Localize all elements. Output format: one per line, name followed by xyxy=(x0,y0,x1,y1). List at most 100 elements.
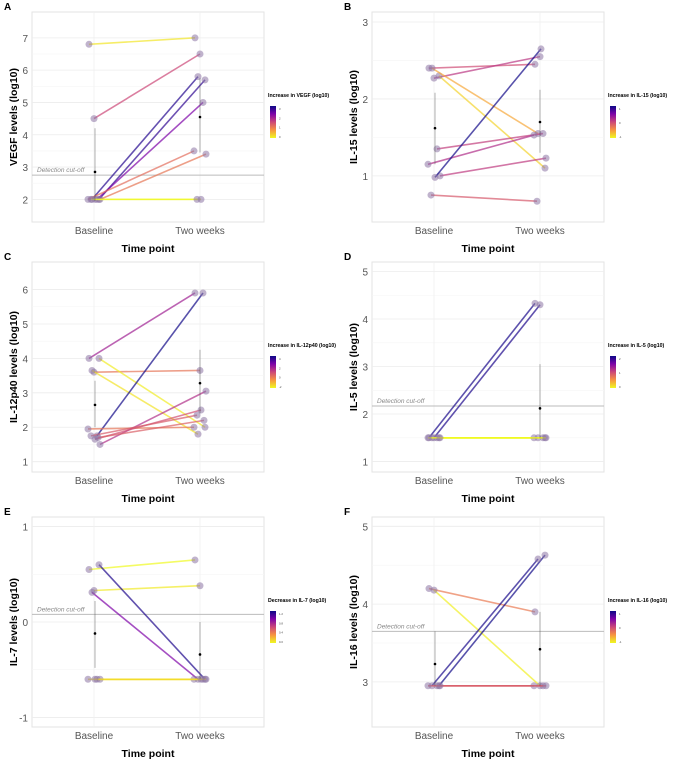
y-axis-title: IL-7 levels (log10) xyxy=(8,578,20,666)
baseline-point xyxy=(85,354,93,362)
panel-c: 1 2 3 4 5 6 Baseline Two weeks C Time point IL-12p… xyxy=(4,252,336,505)
subject-line xyxy=(99,390,207,446)
baseline-point xyxy=(85,40,93,48)
subject-line xyxy=(88,37,196,46)
subject-line xyxy=(433,589,541,687)
y-tick-label: 4 xyxy=(362,600,368,611)
x-tick-label: Two weeks xyxy=(515,476,564,487)
subject-line xyxy=(87,150,195,201)
y-tick-label: 5 xyxy=(362,268,368,279)
subject-line xyxy=(91,591,199,680)
colorbar-tick-label: 2 xyxy=(619,357,621,361)
two-weeks-point xyxy=(539,130,547,138)
y-axis-title: IL-16 levels (log10) xyxy=(348,575,360,669)
colorbar-tick-label: -2 xyxy=(279,385,282,389)
mean-point xyxy=(198,653,202,656)
colorbar-tick-label: 1 xyxy=(619,107,621,111)
x-tick-label: Baseline xyxy=(75,731,114,742)
subject-line xyxy=(433,304,541,439)
x-axis-title: Time point xyxy=(122,748,175,760)
two-weeks-point xyxy=(541,551,549,559)
y-tick-label: 5 xyxy=(22,98,28,109)
legend-title: Increase in IL-5 (log10) xyxy=(608,343,664,349)
legend-title: Increase in IL-15 (log10) xyxy=(608,93,667,99)
colorbar-tick-label: 4 xyxy=(279,357,281,361)
colorbar-tick-label: 0 xyxy=(619,626,621,630)
x-axis-title: Time point xyxy=(122,243,175,255)
baseline-point xyxy=(96,440,104,448)
x-axis-title: Time point xyxy=(462,748,515,760)
baseline-point xyxy=(87,195,95,203)
colorbar-tick-label: 1 xyxy=(619,612,621,616)
subject-line xyxy=(99,153,207,201)
subject-line xyxy=(88,292,196,360)
subject-line xyxy=(98,564,206,680)
x-tick-label: Baseline xyxy=(75,226,114,237)
subject-line xyxy=(428,63,536,69)
y-axis-title: VEGF levels (log10) xyxy=(8,68,20,166)
x-axis-title: Time point xyxy=(462,243,515,255)
plot-area xyxy=(371,261,605,473)
baseline-point xyxy=(424,682,432,690)
two-weeks-point xyxy=(533,197,541,205)
colorbar xyxy=(270,106,276,138)
two-weeks-point xyxy=(536,53,544,61)
legend-title: Increase in VEGF (log10) xyxy=(268,93,329,99)
x-tick-label: Baseline xyxy=(415,731,454,742)
two-weeks-point xyxy=(191,556,199,564)
two-weeks-point xyxy=(194,430,202,438)
two-weeks-point xyxy=(201,423,209,431)
panel-label: D xyxy=(344,252,351,263)
subject-line xyxy=(98,79,206,200)
two-weeks-point xyxy=(196,50,204,58)
panel-d: 1 2 3 4 5 Baseline Two weeks D Time point IL-5 le… xyxy=(344,252,664,505)
colorbar-tick-label: 0 xyxy=(279,376,281,380)
baseline-point xyxy=(84,675,92,683)
y-tick-label: 4 xyxy=(22,131,28,142)
two-weeks-point xyxy=(197,675,205,683)
x-tick-label: Two weeks xyxy=(515,731,564,742)
subject-line xyxy=(90,414,198,437)
mean-point xyxy=(538,407,542,410)
y-tick-label: 6 xyxy=(22,286,28,297)
baseline-point xyxy=(84,425,92,433)
baseline-point xyxy=(436,434,444,442)
x-tick-label: Baseline xyxy=(75,476,114,487)
two-weeks-point xyxy=(199,289,207,297)
y-tick-label: 0 xyxy=(22,618,28,629)
mean-point xyxy=(198,115,202,119)
y-tick-label: 2 xyxy=(362,95,368,106)
panel-label: F xyxy=(344,507,350,518)
y-tick-label: 2 xyxy=(22,423,28,434)
subject-line xyxy=(434,48,542,178)
two-weeks-point xyxy=(542,682,550,690)
baseline-point xyxy=(85,566,93,573)
y-tick-label: 5 xyxy=(362,522,368,533)
y-tick-label: -1 xyxy=(19,713,28,724)
detection-cutoff-label: Detection cut-off xyxy=(377,623,426,630)
two-weeks-point xyxy=(536,301,544,309)
panel-e: -1 0 1 Baseline Two weeks E Time point IL-7 lev… xyxy=(4,507,327,760)
subject-line xyxy=(430,194,538,203)
x-axis-title: Time point xyxy=(462,493,515,505)
y-tick-label: 1 xyxy=(22,458,28,469)
colorbar-tick-label: 2 xyxy=(279,366,281,370)
subject-line xyxy=(428,587,536,613)
plot-area xyxy=(371,11,605,223)
y-axis-title: IL-5 levels (log10) xyxy=(348,323,360,411)
colorbar xyxy=(270,356,276,388)
two-weeks-point xyxy=(531,608,539,616)
colorbar-tick-label: 0 xyxy=(279,135,281,139)
two-weeks-point xyxy=(200,416,208,424)
baseline-point xyxy=(88,588,96,596)
two-weeks-point xyxy=(193,195,201,203)
mean-point xyxy=(538,120,542,124)
y-tick-label: 1 xyxy=(362,458,368,469)
detection-cutoff-label: Detection cut-off xyxy=(377,398,426,405)
mean-point xyxy=(538,647,542,651)
colorbar-tick-label: -1 xyxy=(619,135,622,139)
baseline-point xyxy=(95,561,103,569)
subject-line xyxy=(93,369,201,373)
mean-point xyxy=(93,170,97,174)
subject-line xyxy=(436,132,544,150)
